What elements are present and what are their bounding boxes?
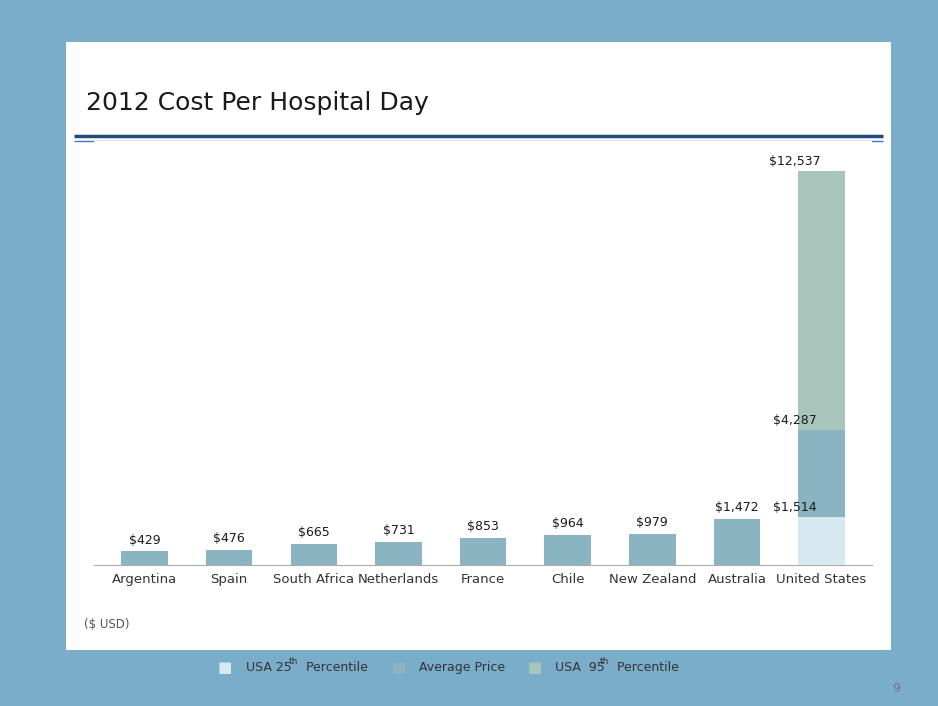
- Text: $731: $731: [383, 524, 415, 537]
- Text: $979: $979: [637, 516, 668, 530]
- Text: USA 25: USA 25: [246, 661, 292, 674]
- Bar: [206, 550, 252, 565]
- Text: $964: $964: [552, 517, 583, 530]
- Bar: [544, 534, 591, 565]
- Text: ■: ■: [218, 659, 233, 675]
- Text: $665: $665: [298, 526, 329, 539]
- Text: 2012 Cost Per Hospital Day: 2012 Cost Per Hospital Day: [86, 91, 429, 115]
- Bar: [629, 534, 675, 565]
- Bar: [121, 551, 168, 565]
- Text: 9: 9: [893, 683, 900, 695]
- Text: $853: $853: [467, 520, 499, 533]
- Text: ■: ■: [391, 659, 406, 675]
- Text: $1,472: $1,472: [715, 501, 759, 514]
- Text: $12,537: $12,537: [768, 155, 821, 167]
- Text: $429: $429: [129, 534, 160, 546]
- Text: $1,514: $1,514: [773, 501, 816, 514]
- Text: Percentile: Percentile: [613, 661, 678, 674]
- Text: USA  95: USA 95: [555, 661, 605, 674]
- Text: Average Price: Average Price: [419, 661, 506, 674]
- Bar: [291, 544, 337, 565]
- Text: th: th: [289, 657, 298, 666]
- Bar: [798, 517, 845, 565]
- Text: $476: $476: [213, 532, 245, 545]
- Bar: [460, 538, 507, 565]
- Bar: [714, 519, 760, 565]
- Bar: [798, 172, 845, 430]
- Text: th: th: [599, 657, 609, 666]
- Bar: [375, 542, 422, 565]
- Text: Percentile: Percentile: [302, 661, 368, 674]
- Text: ■: ■: [527, 659, 542, 675]
- Text: $4,287: $4,287: [773, 414, 816, 427]
- Text: ($ USD): ($ USD): [84, 618, 130, 631]
- Bar: [798, 430, 845, 517]
